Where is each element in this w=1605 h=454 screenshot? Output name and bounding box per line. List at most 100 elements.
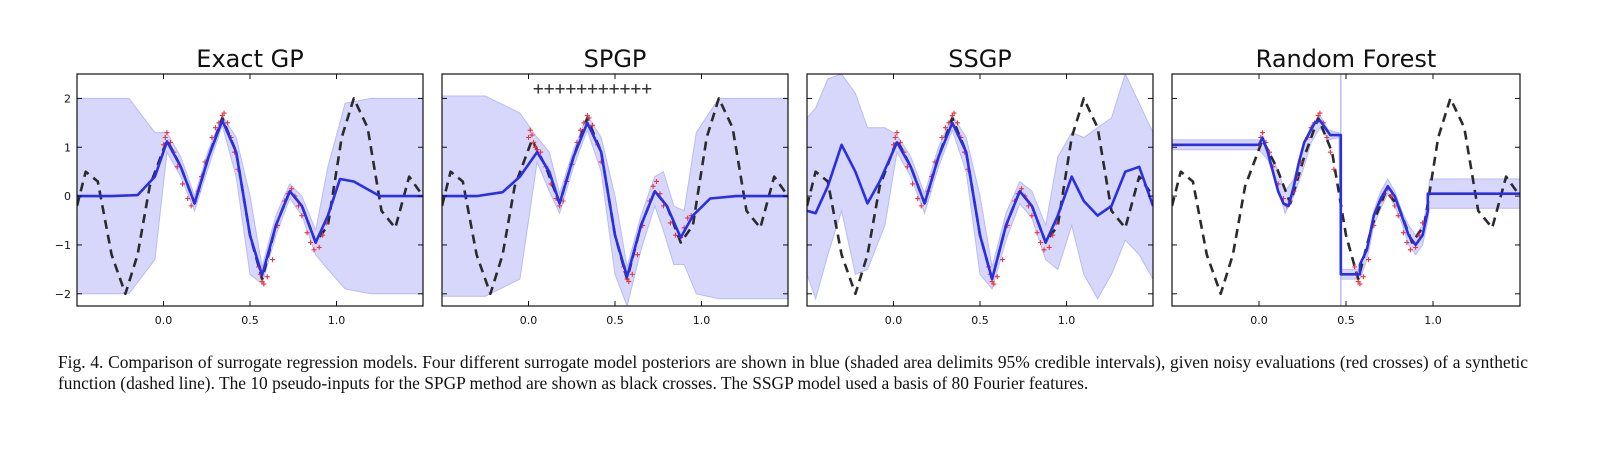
observation-point	[1407, 247, 1413, 253]
observation-point	[1041, 247, 1047, 253]
observation-point	[1392, 203, 1398, 209]
observation-point	[188, 203, 194, 209]
observation-point	[897, 139, 903, 145]
observation-point	[586, 115, 592, 121]
observation-point	[529, 132, 535, 138]
panel-random-forest: 0.0 0.5 1.0 Random Forest	[1171, 45, 1521, 327]
panel-ssgp: 0.0 0.5 1.0 SSGP	[806, 45, 1154, 327]
observation-point	[1395, 213, 1401, 219]
observation-point	[939, 134, 945, 140]
posterior-mean-line	[77, 119, 423, 277]
observation-point	[320, 232, 326, 238]
observation-point	[577, 127, 583, 133]
y-tick-label: −1	[55, 239, 71, 252]
observation-point	[185, 196, 191, 202]
panel-title: SPGP	[584, 45, 647, 73]
observation-point	[164, 130, 170, 136]
observation-point	[1352, 264, 1358, 270]
plot-area-spgp	[442, 95, 788, 306]
observation-point	[1259, 130, 1265, 136]
x-tick-label: 1.0	[1058, 314, 1076, 327]
observation-point	[1357, 281, 1363, 287]
y-tick-label: 1	[64, 141, 71, 154]
observation-point	[304, 230, 310, 236]
observation-point	[1034, 230, 1040, 236]
observation-point	[261, 281, 267, 287]
credible-band	[442, 95, 788, 306]
observation-point	[1360, 274, 1366, 280]
posterior-mean-line	[807, 121, 1153, 281]
x-tick-label: 0.0	[1250, 314, 1268, 327]
x-tick-label: 1.0	[693, 314, 711, 327]
plot-area-ssgp	[807, 74, 1153, 301]
observation-point	[209, 134, 215, 140]
observation-point	[531, 139, 537, 145]
observation-point	[1416, 232, 1422, 238]
observation-point	[894, 130, 900, 136]
observation-point	[673, 232, 679, 238]
observation-point	[650, 183, 656, 189]
credible-band	[1172, 114, 1520, 280]
true-function-line	[1172, 97, 1520, 296]
observation-point	[904, 164, 910, 170]
observation-point	[269, 257, 275, 263]
observation-point	[295, 203, 301, 209]
x-tick-label: 1.0	[1424, 314, 1442, 327]
observation-point	[660, 203, 666, 209]
observation-point	[538, 149, 544, 155]
y-tick-label: −2	[55, 288, 71, 301]
observation-point	[685, 215, 691, 221]
observation-point	[955, 120, 961, 126]
observation-point	[1019, 186, 1025, 192]
observation-point	[299, 213, 305, 219]
observation-point	[1029, 213, 1035, 219]
plot-area-exact-gp	[77, 97, 423, 296]
observation-point	[994, 274, 1000, 280]
x-tick-label: 0.5	[606, 314, 624, 327]
figure-caption: Fig. 4. Comparison of surrogate regressi…	[58, 352, 1528, 393]
observation-point	[1366, 257, 1372, 263]
credible-band	[807, 74, 1153, 301]
observation-point	[946, 120, 952, 126]
observation-point	[264, 274, 270, 280]
observation-point	[316, 244, 322, 250]
observation-point	[1038, 240, 1044, 246]
observation-point	[918, 203, 924, 209]
observation-point	[1404, 240, 1410, 246]
panel-spgp: +++++++++++ 0.0 0.5 1.0 SPGP	[441, 45, 789, 327]
observation-point	[162, 134, 168, 140]
observation-point	[667, 220, 673, 226]
observation-point	[221, 110, 227, 116]
panel-title: Exact GP	[196, 45, 303, 73]
observation-point	[942, 125, 948, 131]
observation-point	[308, 240, 314, 246]
y-tick-label: 0	[64, 190, 71, 203]
observation-point	[289, 186, 295, 192]
observation-point	[910, 181, 916, 187]
observation-point	[1317, 110, 1323, 116]
observation-point	[1046, 244, 1052, 250]
observation-point	[654, 178, 660, 184]
observation-point	[526, 134, 531, 140]
observation-point	[951, 110, 957, 116]
x-tick-label: 0.0	[885, 314, 903, 327]
x-tick-label: 0.0	[520, 314, 538, 327]
observation-point	[634, 252, 640, 258]
observation-point	[212, 125, 218, 131]
x-tick-label: 0.5	[241, 314, 259, 327]
posterior-mean-line	[442, 121, 788, 278]
panel-title: SSGP	[948, 45, 1012, 73]
observation-point	[1400, 230, 1406, 236]
x-tick-label: 1.0	[328, 314, 346, 327]
observation-point	[180, 181, 186, 187]
observation-point	[626, 279, 632, 285]
observation-point	[1331, 166, 1337, 172]
observation-point	[1050, 232, 1056, 238]
observation-point	[225, 120, 231, 126]
plot-area-random-forest	[1172, 74, 1520, 306]
observation-point	[527, 127, 533, 133]
y-tick-label: 2	[64, 92, 71, 105]
observation-point	[1388, 193, 1394, 199]
observation-point	[1324, 134, 1330, 140]
panel-title: Random Forest	[1256, 45, 1437, 73]
